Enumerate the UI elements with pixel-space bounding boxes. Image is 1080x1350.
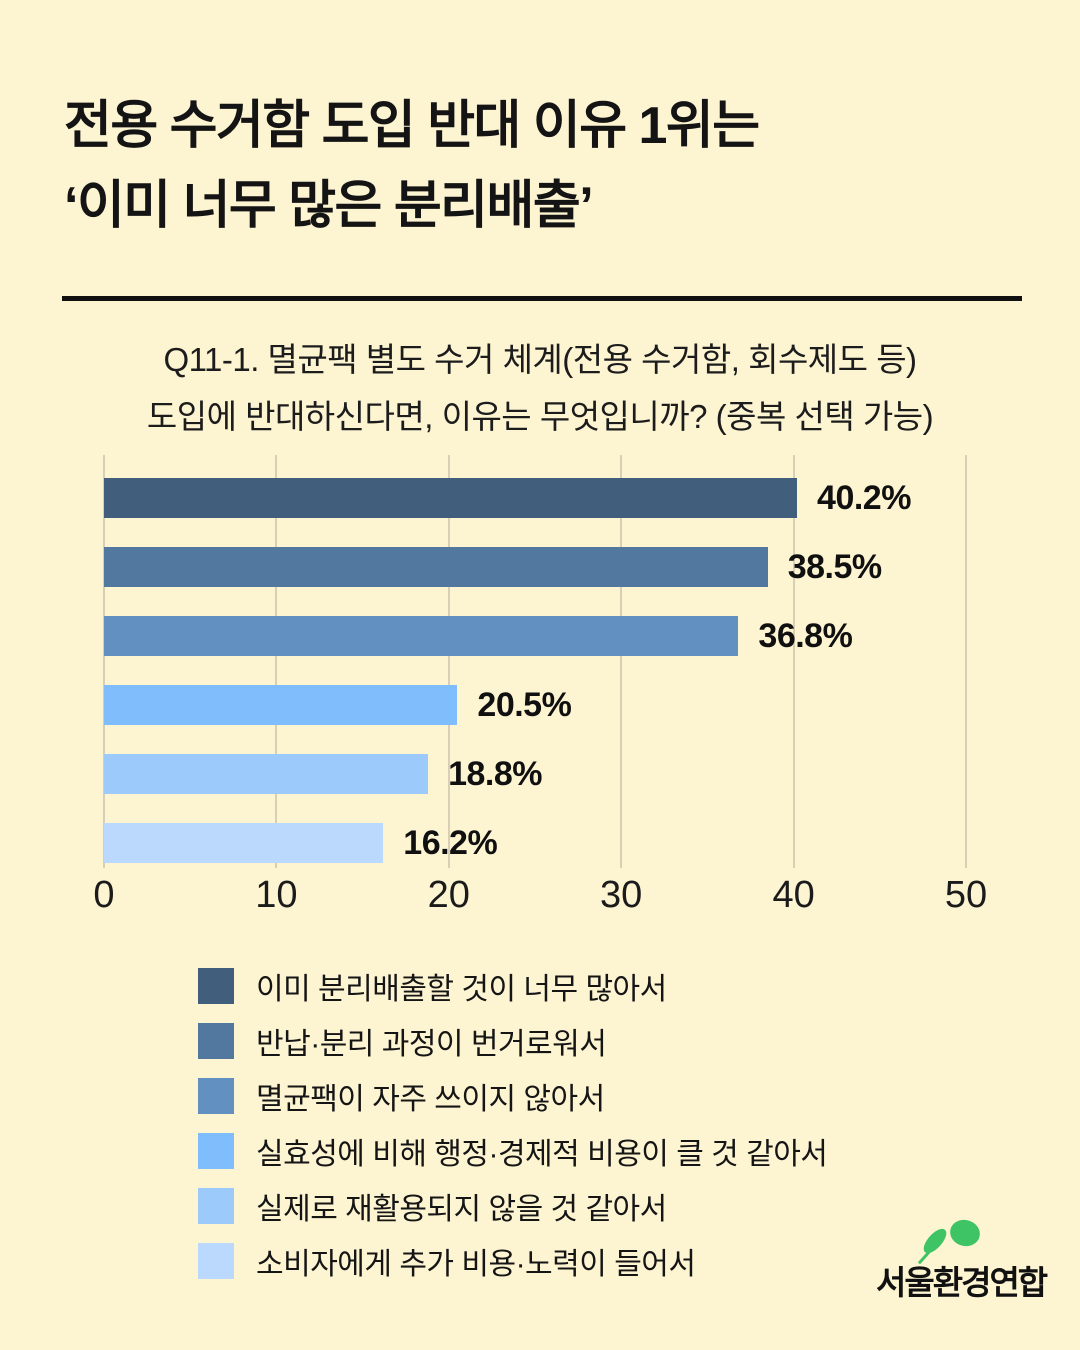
legend-label: 멸균팩이 자주 쓰이지 않아서 [256,1082,605,1116]
page-title-line1: 전용 수거함 도입 반대 이유 1위는 [64,97,760,155]
x-axis-tick-label: 40 [772,874,815,916]
bar-row: 36.8% [104,616,966,656]
legend-item: 소비자에게 추가 비용·노력이 들어서 [198,1233,827,1288]
bar-value-label: 18.8% [448,754,543,793]
bar-value-label: 38.5% [787,547,882,586]
legend-swatch [198,1077,234,1114]
x-axis-tick-label: 0 [93,874,115,916]
gridline [792,455,795,868]
gridline [447,455,450,868]
bar-segment [104,823,384,863]
gridline [965,455,967,868]
legend-item: 이미 분리배출할 것이 너무 많아서 [198,958,827,1013]
legend-item: 반납·분리 과정이 번거로워서 [198,1013,827,1068]
chart-legend: 이미 분리배출할 것이 너무 많아서 반납·분리 과정이 번거로워서 멸균팩이 … [198,958,828,1288]
gridline [620,455,623,868]
bar-value-label: 16.2% [403,823,498,862]
legend-item: 실제로 재활용되지 않을 것 같아서 [198,1178,827,1233]
survey-question: Q11-1. 멸균팩 별도 수거 체계(전용 수거함, 회수제도 등) 도입에 … [0,331,1080,445]
bar-row: 38.5% [104,547,966,587]
legend-label: 이미 분리배출할 것이 너무 많아서 [256,972,667,1006]
bar-value-label: 36.8% [758,616,853,655]
bar-value-label: 40.2% [817,478,911,517]
legend-swatch [198,1187,234,1224]
legend-swatch [198,1022,234,1059]
gridline [275,455,278,868]
legend-label: 실효성에 비해 행정·경제적 비용이 클 것 같아서 [256,1137,828,1171]
legend-item: 실효성에 비해 행정·경제적 비용이 클 것 같아서 [198,1123,828,1178]
bar-segment [104,478,798,518]
leaf-big-icon [947,1216,983,1250]
bar-row: 40.2% [104,478,966,518]
bar-segment [104,547,768,587]
legend-swatch [198,1132,234,1169]
legend-swatch [198,967,234,1004]
x-axis-tick-label: 20 [427,874,470,916]
bar-segment [104,754,429,794]
bar-segment [104,616,739,656]
divider-rule [62,296,1022,301]
bar-value-label: 20.5% [477,685,572,724]
org-logo-text: 서울환경연합 [876,1264,1048,1301]
legend-item: 멸균팩이 자주 쓰이지 않아서 [198,1068,827,1123]
bar-segment [104,685,458,725]
bar-row: 18.8% [104,754,966,794]
x-axis-tick-label: 30 [600,874,643,916]
legend-label: 반납·분리 과정이 번거로워서 [256,1027,607,1061]
legend-label: 소비자에게 추가 비용·노력이 들어서 [256,1247,696,1281]
gridline [103,455,105,868]
survey-question-line1: Q11-1. 멸균팩 별도 수거 체계(전용 수거함, 회수제도 등) [163,341,917,378]
bar-chart-plot-area: 40.2% 38.5% 36.8% 20.5% 18.8% 16.2% [103,455,967,868]
bar-row: 16.2% [104,823,966,863]
bar-row: 20.5% [104,685,966,725]
legend-label: 실제로 재활용되지 않을 것 같아서 [256,1192,667,1226]
page-title: 전용 수거함 도입 반대 이유 1위는 ‘이미 너무 많은 분리배출’ [64,86,760,246]
x-axis-tick-label: 50 [944,874,988,916]
page-title-line2: ‘이미 너무 많은 분리배출’ [64,177,594,235]
x-axis: 0 10 20 30 40 50 [93,874,987,920]
bar-group: 40.2% 38.5% 36.8% 20.5% 18.8% 16.2% [104,478,966,863]
leaf-small-icon [919,1225,951,1257]
survey-question-line2: 도입에 반대하신다면, 이유는 무엇입니까? (중복 선택 가능) [146,398,934,435]
x-axis-tick-label: 10 [255,874,298,916]
org-logo: 서울환경연합 [876,1212,1052,1308]
legend-swatch [198,1242,234,1279]
